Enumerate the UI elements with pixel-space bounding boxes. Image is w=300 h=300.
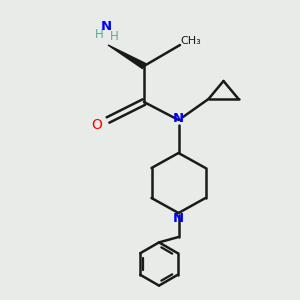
Polygon shape (108, 45, 146, 69)
Text: N: N (173, 112, 184, 125)
Text: CH₃: CH₃ (180, 36, 201, 46)
Text: N: N (101, 20, 112, 34)
Text: H: H (110, 30, 119, 43)
Text: O: O (91, 118, 102, 132)
Text: H: H (94, 28, 103, 41)
Text: N: N (173, 212, 184, 225)
